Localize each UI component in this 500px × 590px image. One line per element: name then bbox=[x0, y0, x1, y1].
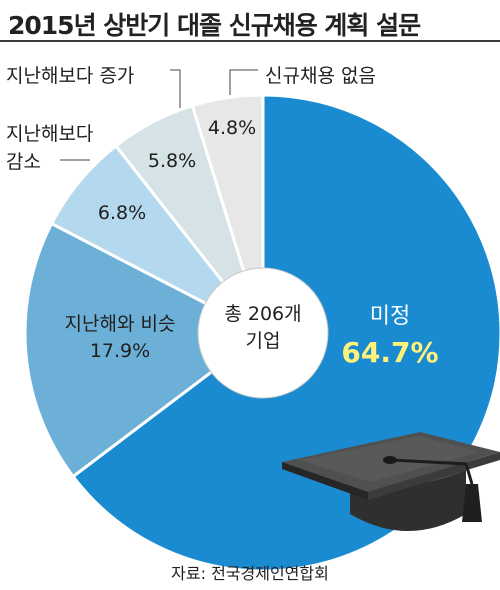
source-note: 자료: 전국경제인연합회 bbox=[171, 564, 329, 583]
title-rule bbox=[0, 40, 500, 42]
outside-label-decrease-line-1: 지난해보다 bbox=[6, 123, 93, 145]
center-label-line-1: 총 206개 bbox=[224, 303, 301, 325]
center-label-line-2: 기업 bbox=[246, 330, 281, 352]
slice-label-similar: 지난해와 비슷 bbox=[65, 313, 176, 335]
slice-value-no-hiring: 4.8% bbox=[208, 117, 256, 139]
outside-label-decrease-line-2: 감소 bbox=[6, 151, 41, 173]
outside-label-increase: 지난해보다 증가 bbox=[6, 65, 134, 87]
slice-value-undecided: 64.7% bbox=[341, 336, 438, 369]
slice-value-increase: 5.8% bbox=[148, 150, 196, 172]
pie-slice-similar bbox=[23, 221, 266, 479]
graduation-cap-icon bbox=[282, 432, 500, 531]
leader-line-no-hiring bbox=[229, 69, 258, 95]
slice-label-undecided: 미정 bbox=[370, 304, 410, 329]
chart-title: 2015년 상반기 대졸 신규채용 계획 설문 bbox=[8, 11, 421, 40]
leader-line-increase bbox=[170, 69, 181, 108]
slice-value-similar: 17.9% bbox=[90, 340, 150, 362]
outside-label-no-hiring: 신규채용 없음 bbox=[265, 65, 376, 87]
slice-value-decrease: 6.8% bbox=[98, 202, 146, 224]
donut-hole bbox=[197, 267, 329, 399]
